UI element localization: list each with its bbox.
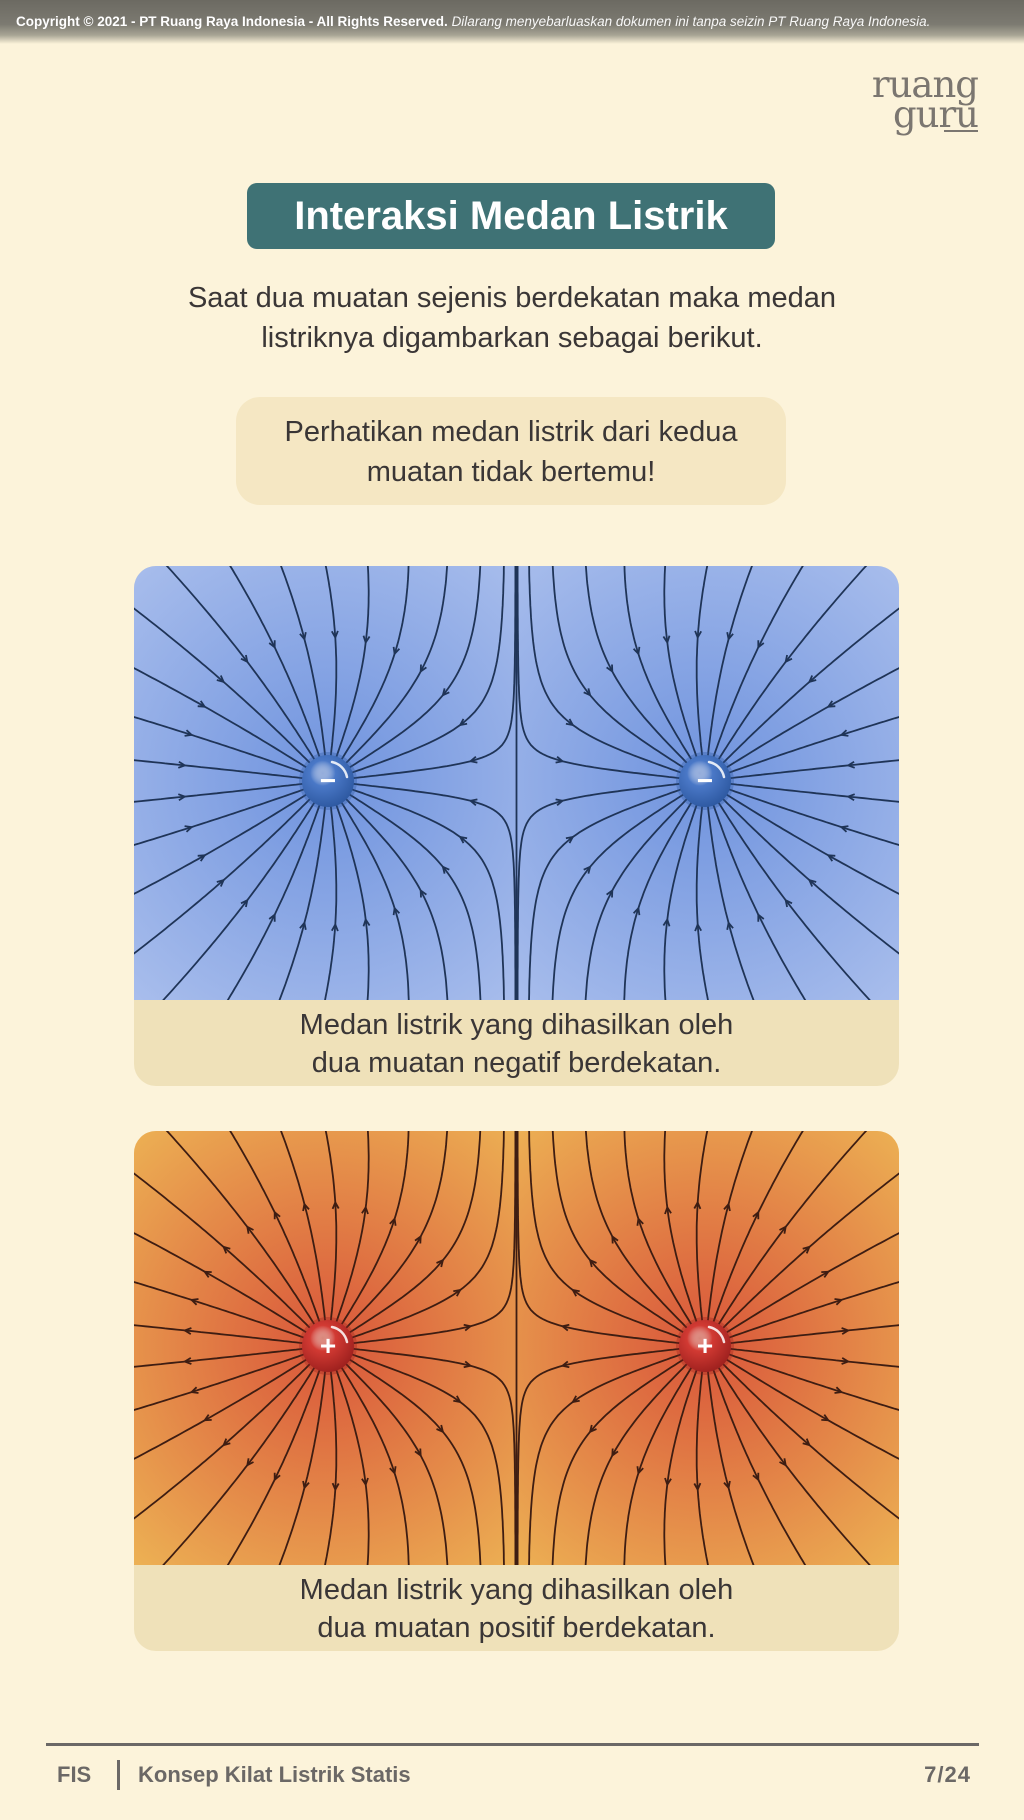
caption-line-1: Medan listrik yang dihasilkan oleh xyxy=(134,1006,899,1044)
positive-field-caption: Medan listrik yang dihasilkan oleh dua m… xyxy=(134,1565,899,1651)
positive-field-diagram: + + xyxy=(134,1131,899,1565)
charge-symbol: + xyxy=(697,1330,713,1361)
footer-separator xyxy=(117,1760,120,1790)
footer-subject-code: FIS xyxy=(57,1762,91,1788)
note-line-2: muatan tidak bertemu! xyxy=(236,452,786,492)
caption-line-2: dua muatan positif berdekatan. xyxy=(134,1609,899,1647)
footer-divider xyxy=(46,1743,979,1746)
charge-symbol: − xyxy=(320,765,336,796)
logo-underline xyxy=(944,130,978,132)
caption-line-1: Medan listrik yang dihasilkan oleh xyxy=(134,1571,899,1609)
negative-field-figure: − − Medan listrik yang dihasilkan oleh du… xyxy=(134,566,899,1086)
copyright-bar: Copyright © 2021 - PT Ruang Raya Indones… xyxy=(0,0,1024,44)
negative-field-caption: Medan listrik yang dihasilkan oleh dua m… xyxy=(134,1000,899,1086)
copyright-text: Copyright © 2021 - PT Ruang Raya Indones… xyxy=(16,14,448,29)
page-number: 7/24 xyxy=(924,1762,971,1788)
page-title: Interaksi Medan Listrik xyxy=(247,183,775,249)
caption-line-2: dua muatan negatif berdekatan. xyxy=(134,1044,899,1082)
intro-line-2: listriknya digambarkan sebagai berikut. xyxy=(120,318,904,358)
positive-field-figure: + + Medan listrik yang dihasilkan oleh du… xyxy=(134,1131,899,1651)
intro-line-1: Saat dua muatan sejenis berdekatan maka … xyxy=(120,278,904,318)
negative-field-diagram: − − xyxy=(134,566,899,1000)
note-line-1: Perhatikan medan listrik dari kedua xyxy=(236,412,786,452)
intro-text: Saat dua muatan sejenis berdekatan maka … xyxy=(120,278,904,358)
copyright-warning: Dilarang menyebarluaskan dokumen ini tan… xyxy=(452,14,931,29)
footer-module-title: Konsep Kilat Listrik Statis xyxy=(138,1762,411,1788)
charge-symbol: − xyxy=(697,765,713,796)
charge-symbol: + xyxy=(320,1330,336,1361)
note-callout: Perhatikan medan listrik dari kedua muat… xyxy=(236,397,786,505)
ruangguru-logo: ruang guru xyxy=(868,70,978,130)
